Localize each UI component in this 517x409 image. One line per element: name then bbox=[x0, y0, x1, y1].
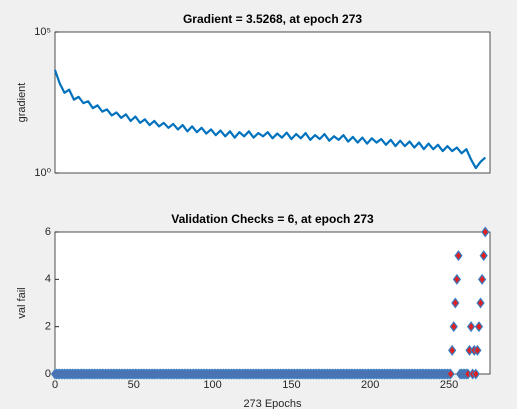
y-tick-label: 4 bbox=[45, 273, 51, 285]
marker bbox=[477, 273, 487, 285]
marker bbox=[466, 321, 476, 333]
marker bbox=[473, 344, 482, 356]
axes-title: Gradient = 3.5268, at epoch 273 bbox=[183, 12, 362, 26]
x-tick-label: 100 bbox=[203, 379, 221, 391]
x-axis-label: 273 Epochs bbox=[243, 398, 302, 409]
marker bbox=[471, 368, 480, 380]
marker bbox=[449, 321, 458, 333]
marker bbox=[454, 250, 463, 262]
y-tick-label: 2 bbox=[45, 321, 51, 333]
marker bbox=[474, 321, 484, 333]
x-tick-label: 150 bbox=[282, 379, 300, 391]
y-tick-label: 6 bbox=[45, 226, 51, 238]
y-tick-label: 10⁰ bbox=[34, 167, 51, 179]
marker bbox=[451, 297, 460, 309]
axes-background bbox=[54, 231, 491, 375]
x-tick-label: 0 bbox=[52, 379, 58, 391]
x-tick-label: 200 bbox=[361, 379, 379, 391]
y-axis-label: gradient bbox=[16, 83, 28, 123]
marker bbox=[448, 344, 457, 356]
y-tick-label: 10⁵ bbox=[34, 26, 51, 38]
gradient-line bbox=[53, 69, 487, 170]
marker bbox=[476, 297, 485, 309]
axes-title: Validation Checks = 6, at epoch 273 bbox=[171, 212, 374, 226]
y-tick-label: 0 bbox=[45, 368, 51, 380]
x-tick-label: 50 bbox=[128, 379, 140, 391]
marker bbox=[446, 368, 455, 380]
y-axis-label: val fail bbox=[16, 287, 28, 318]
x-tick-label: 250 bbox=[440, 379, 458, 391]
axes-background bbox=[54, 31, 491, 174]
marker bbox=[481, 226, 490, 238]
marker bbox=[452, 273, 462, 285]
marker bbox=[479, 250, 488, 262]
